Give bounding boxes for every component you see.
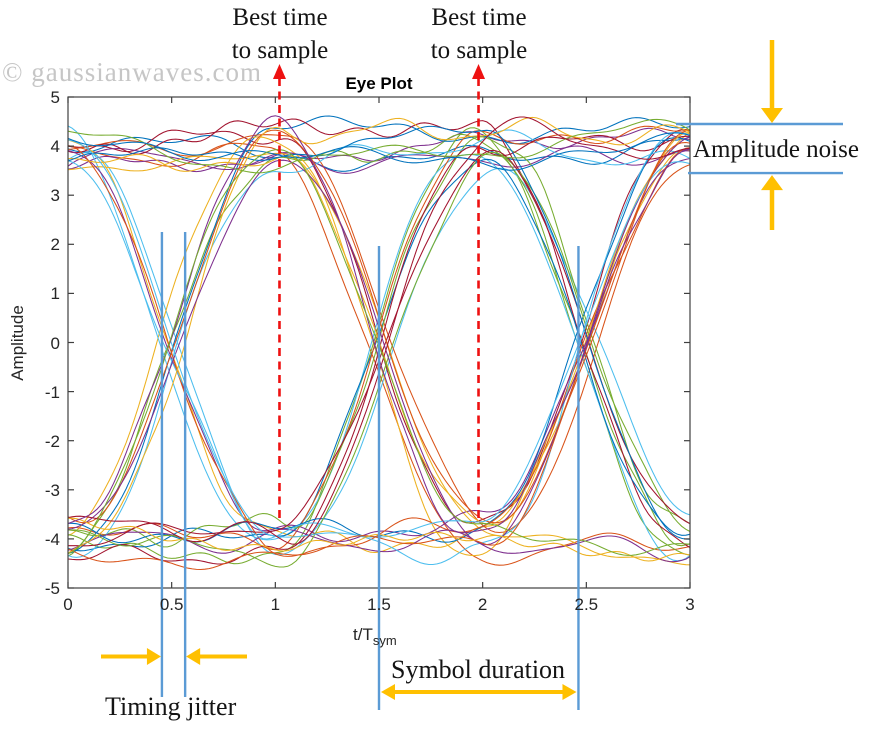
- y-tick-label: -1: [44, 382, 60, 402]
- right-arrow-icon: [146, 648, 161, 665]
- left-arrow-icon: [381, 684, 395, 700]
- up-arrow-icon: [472, 64, 486, 79]
- x-tick-label: 1.5: [367, 595, 391, 614]
- x-tick-label: 0: [63, 595, 73, 614]
- eye-trace: [68, 115, 690, 554]
- x-axis-label: t/Tsym: [353, 625, 397, 648]
- eye-trace: [68, 116, 690, 554]
- best-time-to-sample-label-1: Best time to sample: [231, 4, 329, 64]
- eye-trace: [68, 132, 690, 171]
- plot-title: Eye Plot: [345, 74, 413, 93]
- x-axis-label-main: t/T: [353, 625, 373, 644]
- x-tick-label: 0.5: [159, 595, 184, 614]
- x-tick-label: 2: [477, 595, 488, 614]
- y-tick-label: -2: [44, 431, 60, 451]
- down-arrow-icon: [761, 108, 783, 124]
- y-tick-label: -5: [44, 579, 60, 598]
- x-tick-label: 2.5: [574, 595, 599, 614]
- eye-trace: [68, 125, 690, 540]
- timing-jitter-label: Timing jitter: [105, 692, 237, 721]
- eye-trace: [68, 145, 690, 174]
- annotation-group: [101, 40, 843, 710]
- y-tick-label: 2: [50, 235, 60, 255]
- right-arrow-icon: [562, 684, 577, 700]
- best-time-to-sample-label-2: Best time to sample: [430, 4, 528, 64]
- y-tick-label: 4: [50, 137, 60, 157]
- watermark: © gaussianwaves.com: [2, 57, 262, 87]
- up-arrow-icon: [761, 175, 783, 191]
- amplitude-noise-label: Amplitude noise: [693, 136, 859, 163]
- symbol-duration-label: Symbol duration: [391, 655, 566, 684]
- left-arrow-icon: [186, 648, 201, 665]
- y-tick-label: 0: [50, 333, 60, 353]
- y-tick-label: 3: [50, 186, 60, 206]
- y-tick-label: -3: [44, 480, 60, 500]
- eye-trace: [68, 118, 690, 174]
- up-arrow-icon: [272, 64, 286, 79]
- y-tick-label: -4: [44, 529, 60, 549]
- x-tick-label: 1: [270, 595, 281, 614]
- y-tick-label: 1: [50, 284, 60, 304]
- y-tick-label: 5: [50, 88, 60, 107]
- x-tick-label: 3: [685, 595, 695, 614]
- x-axis-label-subscript: sym: [372, 633, 397, 648]
